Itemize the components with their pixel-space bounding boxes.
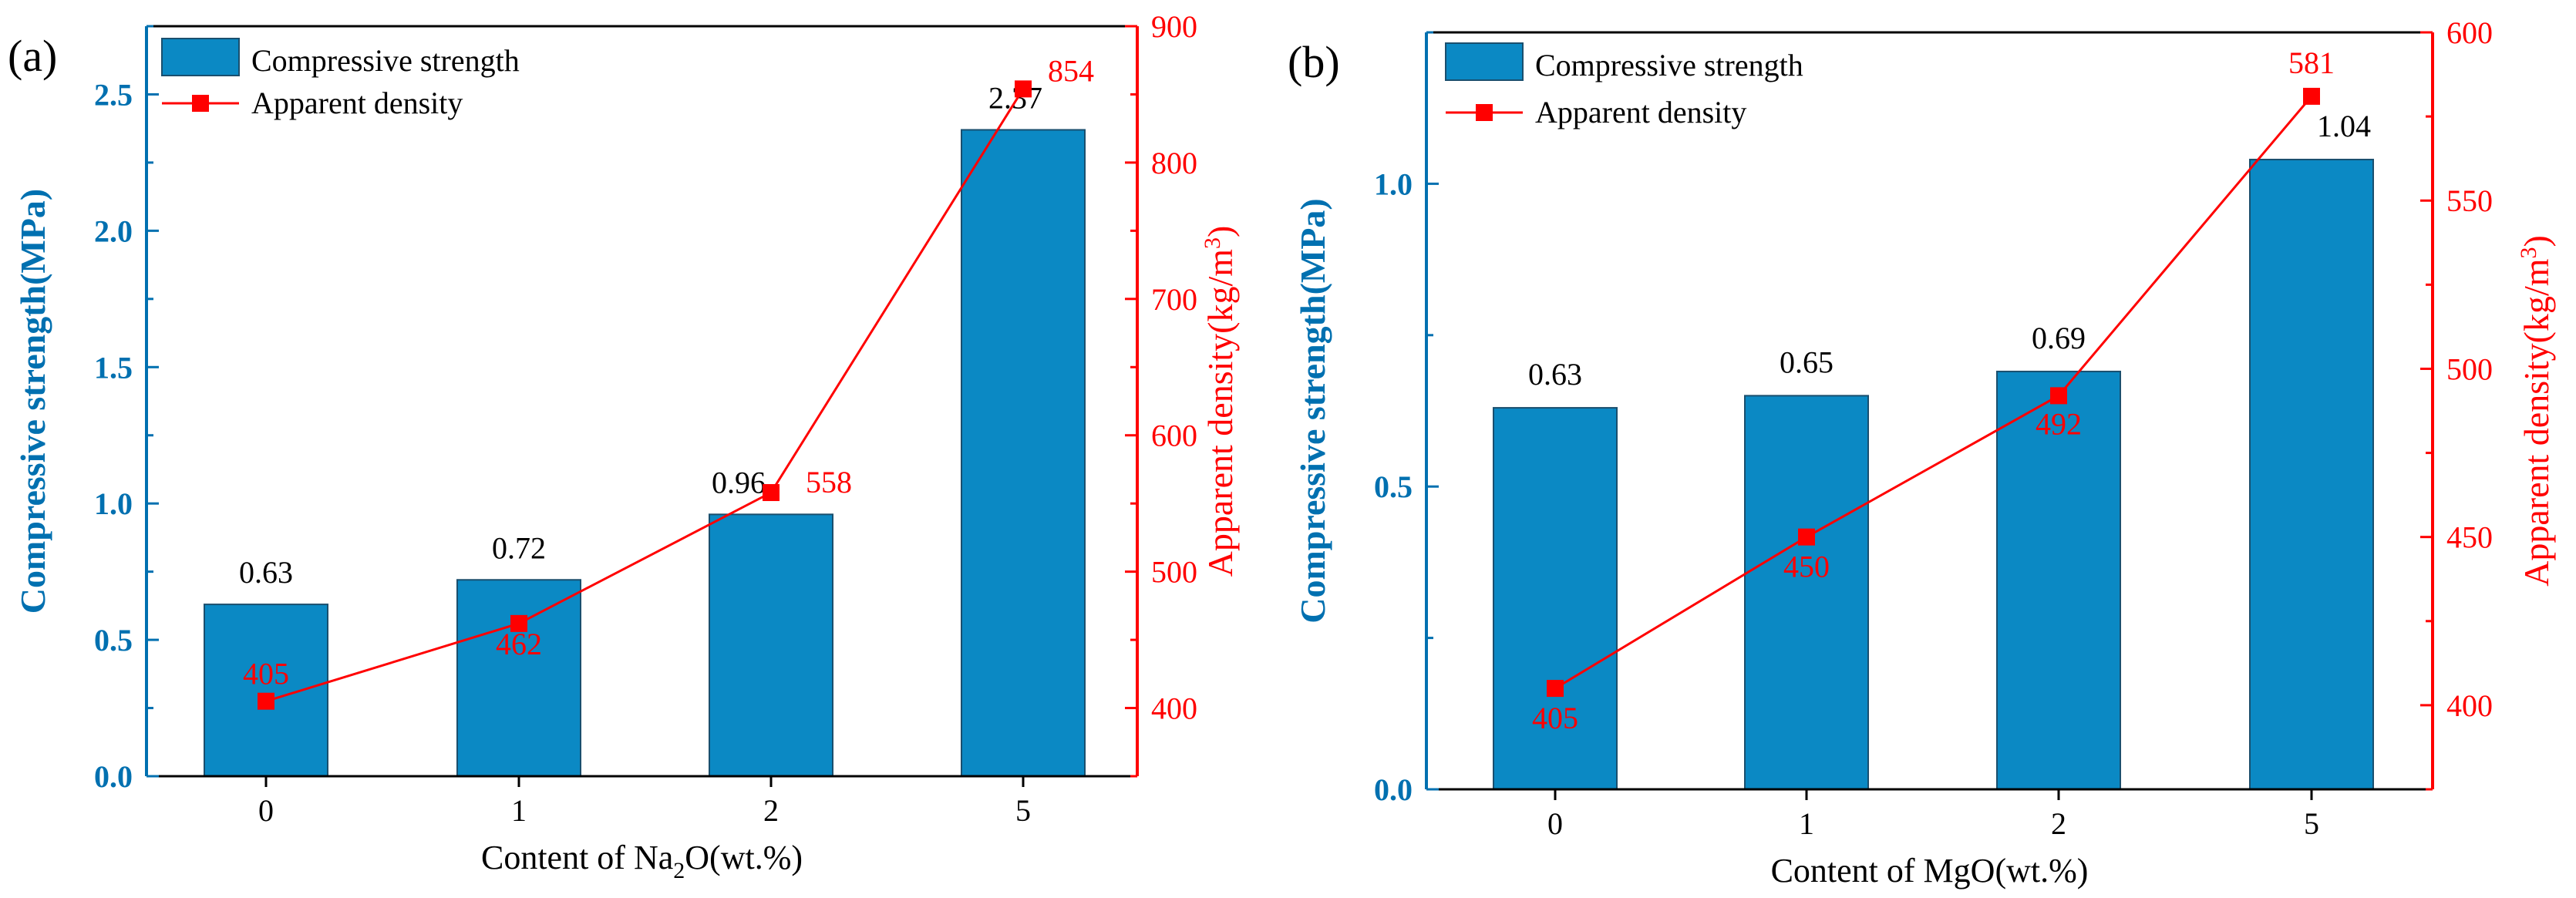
density-value-label: 558 [806, 465, 852, 499]
y2-tick-label: 400 [1151, 691, 1197, 726]
density-value-label: 405 [243, 657, 289, 691]
bar-value-label: 0.65 [1780, 345, 1834, 379]
y-tick-label: 1.5 [94, 350, 133, 385]
bar-value-label: 0.63 [1528, 357, 1582, 392]
legend-bar-label: Compressive strength [251, 43, 520, 78]
density-point-5 [1015, 80, 1032, 98]
density-value-label: 854 [1048, 53, 1094, 88]
x-axis-title: Content of Na2O(wt.%) [481, 839, 803, 883]
y2-tick-label: 600 [1151, 419, 1197, 453]
x-tick-label: 1 [511, 793, 527, 828]
y-tick-label: 0.0 [1374, 772, 1413, 807]
bar-value-label: 1.04 [2317, 109, 2371, 143]
y-tick-label: 2.0 [94, 214, 133, 248]
legend-line-marker [192, 95, 209, 112]
y2-tick-label: 450 [2446, 520, 2493, 555]
y2-tick-label: 700 [1151, 282, 1197, 317]
bar-1 [456, 579, 581, 777]
x-title-suffix: O(wt.%) [685, 839, 803, 876]
y2-title-main: Apparent density(kg/m [1200, 249, 1240, 577]
y2-tick-label: 500 [1151, 555, 1197, 590]
y2-title-superscript: 3 [2516, 247, 2541, 258]
legend-line-label: Apparent density [251, 86, 463, 120]
panel-label: (b) [1288, 37, 1340, 87]
density-value-label: 462 [496, 627, 542, 661]
density-value-label: 450 [1783, 550, 1830, 584]
density-point-2 [2050, 387, 2067, 405]
y-tick-label: 0.5 [1374, 469, 1413, 504]
bar-5 [961, 129, 1086, 777]
bar-5 [2249, 158, 2374, 790]
legend-line-marker [1476, 104, 1493, 121]
y-tick-label: 0.0 [94, 759, 133, 794]
y-axis-title: Compressive strength(MPa) [1293, 198, 1332, 623]
density-point-2 [763, 484, 780, 502]
density-value-label: 581 [2288, 45, 2335, 80]
density-line [265, 88, 1025, 703]
y2-tick-label: 900 [1151, 9, 1197, 44]
y-axis-title: Compressive strength(MPa) [13, 189, 52, 614]
density-point-1 [510, 614, 527, 632]
y2-title-close: ) [2517, 235, 2556, 247]
x-title-main: Content of Na [481, 839, 673, 876]
density-point-0 [258, 692, 274, 710]
x-tick-label: 1 [1799, 806, 1814, 841]
density-value-label: 405 [1532, 701, 1578, 735]
y2-axis-title: Apparent density(kg/m3) [1200, 226, 1240, 577]
bar-1 [1744, 395, 1869, 790]
bar-2 [709, 513, 833, 777]
x-title-subscript: 2 [673, 858, 685, 883]
y2-axis-title: Apparent density(kg/m3) [2516, 235, 2556, 587]
panel-label: (a) [8, 31, 57, 81]
y-tick-label: 1.0 [94, 486, 133, 521]
y2-tick-label: 500 [2446, 351, 2493, 386]
x-tick-label: 5 [1015, 793, 1031, 828]
bar-value-label: 0.96 [712, 465, 766, 499]
bar-value-label: 0.72 [492, 530, 546, 565]
density-point-0 [1547, 680, 1564, 698]
bar-value-label: 0.63 [239, 555, 293, 590]
bar-value-label: 0.69 [2032, 321, 2086, 355]
legend-bar-swatch [1445, 42, 1524, 81]
bar-0 [1493, 407, 1618, 791]
density-line [1554, 95, 2313, 690]
legend-bar-label: Compressive strength [1535, 48, 1803, 82]
y2-title-close: ) [1200, 226, 1240, 237]
x-tick-label: 5 [2304, 806, 2319, 841]
x-title-main: Content of MgO(wt.%) [1771, 852, 2089, 890]
x-tick-label: 0 [1547, 806, 1563, 841]
y2-tick-label: 600 [2446, 15, 2493, 50]
legend-line-label: Apparent density [1535, 95, 1746, 129]
y-tick-label: 2.5 [94, 77, 133, 112]
density-value-label: 492 [2036, 406, 2082, 441]
y-tick-label: 1.0 [1374, 166, 1413, 201]
bar-0 [204, 604, 328, 777]
y2-tick-label: 400 [2446, 688, 2493, 723]
density-point-5 [2303, 87, 2320, 105]
x-tick-label: 0 [258, 793, 274, 828]
legend-bar-swatch [161, 38, 240, 76]
x-tick-label: 2 [763, 793, 779, 828]
y2-tick-label: 550 [2446, 183, 2493, 218]
x-axis-title: Content of MgO(wt.%) [1771, 852, 2089, 890]
density-point-1 [1798, 528, 1815, 546]
y2-title-main: Apparent density(kg/m [2517, 258, 2556, 587]
y2-title-superscript: 3 [1200, 237, 1225, 249]
y-tick-label: 0.5 [94, 623, 133, 658]
y2-tick-label: 800 [1151, 146, 1197, 180]
x-tick-label: 2 [2051, 806, 2066, 841]
